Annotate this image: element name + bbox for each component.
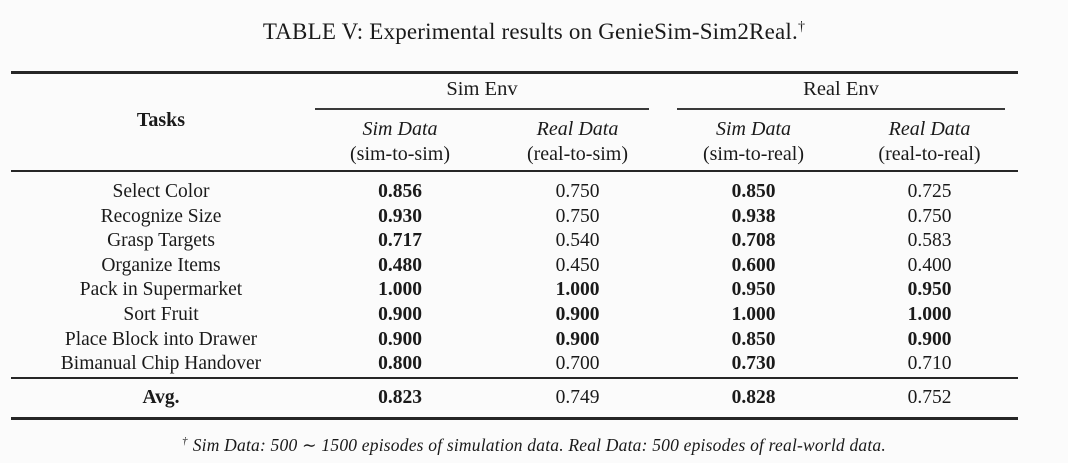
subheader-paren: (real-to-sim)	[526, 143, 629, 165]
table-title-text: TABLE V: Experimental results on GenieSi…	[262, 19, 798, 44]
value-cell: 0.583	[907, 230, 952, 252]
average-row: Avg. 0.823 0.749 0.828 0.752	[11, 379, 1018, 417]
tasks-column-header: Tasks	[136, 109, 186, 131]
header-rule	[11, 170, 1018, 172]
value-cell: 0.900	[555, 303, 600, 325]
real-env-group-header: Real Env	[803, 78, 879, 100]
title-dagger-icon: †	[797, 19, 806, 35]
value-cell: 0.540	[555, 230, 600, 252]
value-cell: 0.856	[378, 181, 422, 202]
value-cell: 0.750	[555, 181, 600, 202]
footnote-dagger-icon: †	[182, 435, 188, 448]
subheader-paren: (sim-to-real)	[702, 143, 805, 165]
value-cell: 1.000	[378, 279, 422, 301]
value-cell: 0.950	[907, 279, 952, 301]
value-cell: 0.800	[378, 353, 422, 375]
value-cell: 0.725	[907, 181, 952, 202]
table-title: TABLE V: Experimental results on GenieSi…	[0, 19, 1068, 45]
subheader-name: Real Data	[888, 118, 971, 140]
subheader-spacer	[11, 116, 311, 167]
value-cell: 0.850	[731, 181, 776, 202]
value-cell: 0.700	[555, 353, 600, 375]
table-row: Pack in Supermarket 1.000 1.000 0.950 0.…	[11, 278, 1018, 303]
value-cell: 0.450	[555, 254, 600, 276]
value-cell: 0.900	[378, 303, 422, 325]
table-row: Recognize Size 0.930 0.750 0.938 0.750	[11, 205, 1018, 230]
table-footnote: † Sim Data: 500 ∼ 1500 episodes of simula…	[0, 435, 1068, 456]
value-cell: 0.710	[907, 353, 952, 375]
real-env-cmidrule	[677, 108, 1005, 110]
value-cell: 0.750	[907, 205, 952, 227]
table-row: Bimanual Chip Handover 0.800 0.700 0.730…	[11, 352, 1018, 377]
subheader-sim-data-sim-to-real: Sim Data (sim-to-real)	[666, 116, 841, 167]
sim-env-group-header: Sim Env	[446, 78, 518, 100]
avg-value-cell: 0.828	[731, 387, 776, 408]
value-cell: 0.708	[731, 230, 776, 252]
footnote-text: Sim Data: 500 ∼ 1500 episodes of simulat…	[192, 435, 886, 455]
value-cell: 0.900	[907, 328, 952, 350]
table-row: Sort Fruit 0.900 0.900 1.000 1.000	[11, 303, 1018, 328]
value-cell: 0.900	[378, 328, 422, 350]
avg-value-cell: 0.749	[555, 387, 600, 408]
avg-value-cell: 0.752	[907, 387, 952, 408]
subheader-real-data-real-to-sim: Real Data (real-to-sim)	[489, 116, 666, 167]
subheader-name: Sim Data	[716, 118, 791, 140]
value-cell: 1.000	[907, 303, 952, 325]
value-cell: 0.850	[731, 328, 776, 350]
task-cell: Recognize Size	[100, 205, 222, 227]
value-cell: 0.480	[378, 254, 422, 276]
task-cell: Organize Items	[101, 254, 221, 276]
avg-separator-rule	[11, 377, 1018, 379]
value-cell: 0.730	[731, 353, 776, 375]
avg-label-cell: Avg.	[142, 387, 180, 408]
table-row: Organize Items 0.480 0.450 0.600 0.400	[11, 254, 1018, 279]
table-header: Tasks Sim Env Real Env Sim Data (sim-to-…	[11, 74, 1018, 170]
task-cell: Place Block into Drawer	[64, 328, 258, 350]
subheader-row: Sim Data (sim-to-sim) Real Data (real-to…	[11, 116, 1018, 167]
subheader-name: Real Data	[536, 118, 619, 140]
task-cell: Sort Fruit	[123, 303, 199, 325]
value-cell: 0.938	[731, 205, 776, 227]
subheader-sim-data-sim-to-sim: Sim Data (sim-to-sim)	[311, 116, 489, 167]
value-cell: 0.950	[731, 279, 776, 301]
subheader-paren: (real-to-real)	[878, 143, 981, 165]
value-cell: 0.900	[555, 328, 600, 350]
value-cell: 1.000	[731, 303, 776, 325]
table-body: Select Color 0.856 0.750 0.850 0.725 Rec…	[11, 172, 1018, 377]
subheader-real-data-real-to-real: Real Data (real-to-real)	[841, 116, 1018, 167]
sim-env-cmidrule	[315, 108, 649, 110]
task-cell: Bimanual Chip Handover	[60, 353, 262, 375]
task-cell: Pack in Supermarket	[79, 279, 243, 301]
table-row: Select Color 0.856 0.750 0.850 0.725	[11, 180, 1018, 205]
value-cell: 0.400	[907, 254, 952, 276]
results-table: Tasks Sim Env Real Env Sim Data (sim-to-…	[11, 71, 1018, 420]
task-cell: Select Color	[112, 181, 210, 202]
subheader-paren: (sim-to-sim)	[350, 143, 450, 165]
table-row: Place Block into Drawer 0.900 0.900 0.85…	[11, 328, 1018, 353]
value-cell: 0.930	[378, 205, 422, 227]
value-cell: 0.750	[555, 205, 600, 227]
task-cell: Grasp Targets	[107, 230, 215, 252]
bottom-rule	[11, 417, 1018, 420]
subheader-name: Sim Data	[362, 118, 438, 140]
value-cell: 0.717	[378, 230, 422, 252]
value-cell: 1.000	[555, 279, 600, 301]
top-rule	[11, 71, 1018, 74]
value-cell: 0.600	[731, 254, 776, 276]
table-row: Grasp Targets 0.717 0.540 0.708 0.583	[11, 229, 1018, 254]
avg-value-cell: 0.823	[378, 387, 422, 408]
